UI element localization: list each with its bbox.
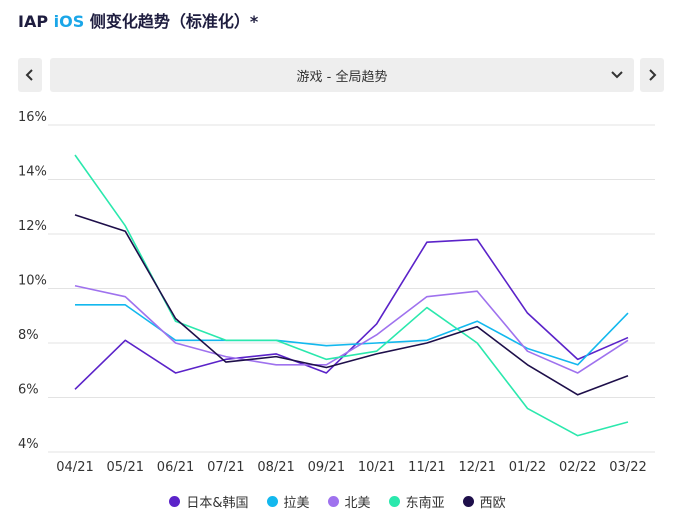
legend-label: 日本&韩国 [186,496,249,511]
x-tick-label: 04/21 [56,460,93,475]
series-line-0 [74,238,629,390]
title-suffix: 侧变化趋势（标准化）* [84,12,259,31]
category-select-value: 游戏 - 全局趋势 [296,69,388,85]
y-tick-label: 14% [18,165,47,180]
legend-swatch [266,496,278,507]
previous-button[interactable] [18,58,42,92]
series-line-2 [74,284,629,374]
legend-swatch [462,496,474,507]
y-tick-label: 16% [18,110,47,125]
chevron-down-icon [611,71,623,79]
x-tick-label: 09/21 [308,460,345,475]
y-tick-label: 12% [18,219,47,234]
x-tick-label: 10/21 [358,460,395,475]
legend-swatch [169,496,181,507]
x-tick-label: 07/21 [207,460,244,475]
legend-swatch [388,496,400,507]
legend-label: 西欧 [479,496,506,511]
legend-item: 北美 [327,492,371,511]
legend-item: 日本&韩国 [169,492,249,511]
legend-label: 东南亚 [405,496,445,511]
x-tick-label: 02/22 [559,460,596,475]
line-chart: 4% 6% 8% 10% 12% 14% 16% 04/21 05/21 06/21 07/21 08… [18,110,655,475]
legend-item: 西欧 [462,492,506,511]
title-ios: iOS [53,12,85,31]
x-tick-label: 06/21 [157,460,194,475]
legend-item: 拉美 [266,492,310,511]
legend-item: 东南亚 [388,492,445,511]
page-title: IAP iOS 侧变化趋势（标准化）* [18,8,258,32]
x-tick-label: 08/21 [257,460,294,475]
next-button[interactable] [640,58,664,92]
x-tick-label: 11/21 [408,460,445,475]
x-tick-label: 03/22 [609,460,646,475]
x-tick-label: 12/21 [458,460,495,475]
series-line-4 [74,214,629,396]
chevron-right-icon [649,69,657,81]
title-prefix: IAP [18,12,54,31]
legend-swatch [327,496,339,507]
chevron-left-icon [25,69,33,81]
category-select[interactable]: 游戏 - 全局趋势 [50,58,634,92]
series-line-3 [74,154,629,437]
y-tick-label: 10% [18,274,47,289]
y-tick-label: 6% [18,383,39,398]
x-tick-label: 01/22 [509,460,546,475]
legend-label: 北美 [344,496,371,511]
legend-label: 拉美 [283,496,310,511]
x-tick-label: 05/21 [107,460,144,475]
y-tick-label: 8% [18,328,39,343]
chart-legend: 日本&韩国 拉美 北美 东南亚 西欧 [0,492,675,511]
y-tick-label: 4% [18,437,39,452]
